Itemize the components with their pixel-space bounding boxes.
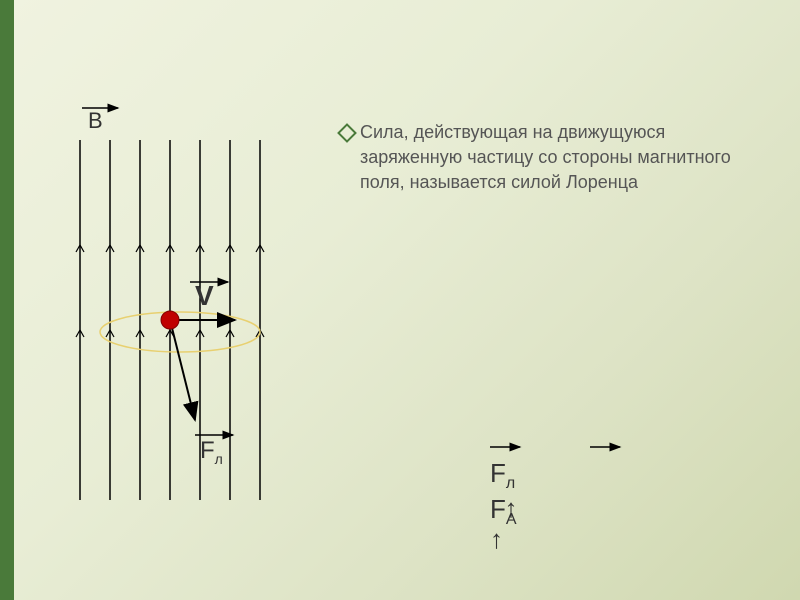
bullet-icon [337, 123, 357, 143]
formula-fa-symbol: F [490, 494, 506, 524]
formula-fa-sub: A [506, 511, 517, 528]
lorentz-diagram: В V Fл [40, 100, 300, 520]
particle [161, 311, 179, 329]
b-label: В [88, 108, 103, 133]
accent-bar [0, 0, 14, 600]
formula-fa: FA [490, 494, 517, 529]
text-block: Сила, действующая на движущуюся заряженн… [360, 120, 760, 196]
slide: Сила, действующая на движущуюся заряженн… [0, 0, 800, 600]
paragraph-text: Сила, действующая на движущуюся заряженн… [360, 122, 731, 192]
fl-label: Fл [200, 437, 223, 467]
formula-fl-symbol: F [490, 458, 506, 488]
v-label: V [195, 280, 214, 311]
formula-fl-sub: л [506, 475, 515, 492]
formula-vector-arrows [490, 440, 630, 454]
force-arrow [170, 320, 195, 420]
orbit-ellipse [100, 312, 260, 352]
